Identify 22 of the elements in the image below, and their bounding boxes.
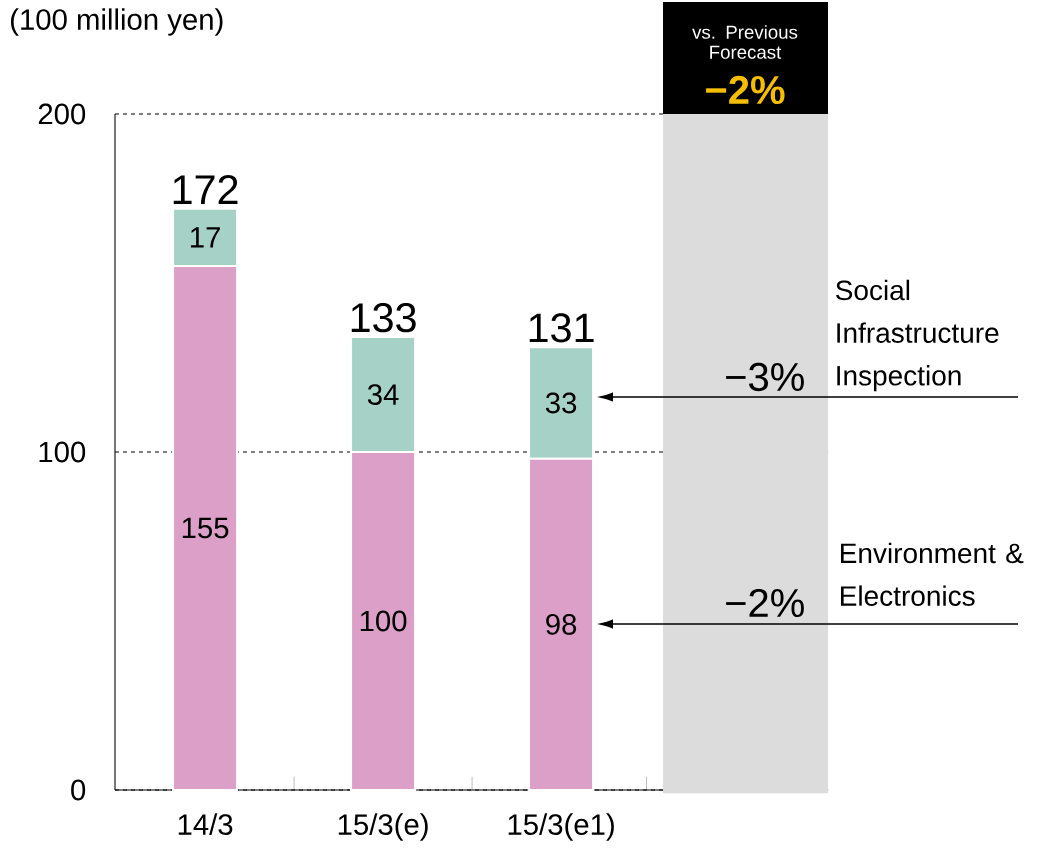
data-label: 33 xyxy=(545,392,577,414)
x-tick-label: 15/3(e1) xyxy=(508,813,614,841)
total-label: 131 xyxy=(529,313,594,343)
text: vs. Previous Forecast xyxy=(692,25,798,59)
y-axis-title: (100 million yen) xyxy=(11,8,223,36)
data-label: 155 xyxy=(182,517,229,539)
text: Environment & Electronics xyxy=(841,542,1024,606)
x-tick-label: 14/3 xyxy=(178,813,233,835)
text: −2% xyxy=(706,75,785,105)
text: Social Infrastructure Inspection xyxy=(836,279,999,392)
data-label: 34 xyxy=(367,384,399,405)
total-label: 172 xyxy=(173,175,238,204)
y-tick-label: 100 xyxy=(39,441,86,463)
text: −2% xyxy=(726,588,804,618)
data-label: 100 xyxy=(360,610,407,632)
text: −3% xyxy=(726,362,804,392)
data-label: 98 xyxy=(546,613,577,635)
x-tick-label: 15/3(e) xyxy=(338,813,428,841)
data-label: 17 xyxy=(191,227,220,248)
y-tick-label: 200 xyxy=(38,103,86,125)
total-label: 133 xyxy=(351,303,416,333)
y-tick-label: 0 xyxy=(71,779,86,801)
